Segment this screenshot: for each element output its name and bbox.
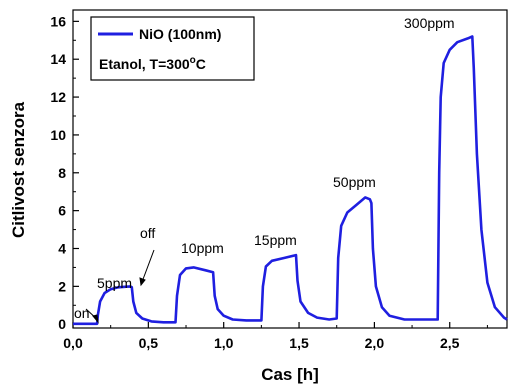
annotation-10ppm: 10ppm (181, 240, 224, 256)
on-arrowhead (92, 314, 99, 324)
y-tick-label: 4 (58, 241, 66, 257)
y-axis-label: Citlivost senzora (9, 101, 28, 238)
x-axis-ticks: 0,0 0,5 1,0 1,5 2,0 2,5 (63, 322, 488, 351)
x-axis-label: Cas [h] (261, 365, 319, 384)
y-axis-ticks: 0 2 4 6 8 10 12 14 16 (50, 13, 79, 332)
y-tick-label: 16 (50, 13, 66, 29)
y-tick-label: 10 (50, 127, 66, 143)
annotation-300ppm: 300ppm (404, 15, 455, 31)
plot-frame (72, 9, 508, 329)
annotation-50ppm: 50ppm (333, 174, 376, 190)
legend-box (90, 16, 255, 81)
y-tick-label: 2 (58, 278, 66, 294)
y-tick-label: 8 (58, 165, 66, 181)
legend: NiO (100nm) Etanol, T=300oC (90, 16, 255, 81)
off-arrow (141, 249, 155, 283)
legend-condition: Etanol, T=300oC (99, 55, 206, 72)
x-tick-label: 2,5 (440, 335, 460, 351)
off-arrowhead (139, 277, 146, 287)
x-tick-label: 1,0 (214, 335, 234, 351)
annotation-15ppm: 15ppm (254, 232, 297, 248)
x-tick-label: 0,0 (63, 335, 83, 351)
annotation-on: on (74, 305, 90, 321)
series-line-nio (73, 35, 508, 326)
y-tick-label: 12 (50, 89, 66, 105)
y-tick-label: 6 (58, 203, 66, 219)
legend-condition-prefix: Etanol, T=300 (99, 56, 190, 72)
legend-condition-superscript: o (190, 55, 196, 66)
x-tick-label: 2,0 (365, 335, 385, 351)
annotation-arrows (85, 249, 155, 324)
y-tick-label: 0 (58, 316, 66, 332)
y-tick-label: 14 (50, 51, 66, 67)
legend-condition-suffix: C (196, 56, 206, 72)
x-tick-label: 0,5 (139, 335, 159, 351)
x-tick-label: 1,5 (289, 335, 309, 351)
annotation-5ppm: 5ppm (97, 275, 132, 291)
legend-series-label: NiO (100nm) (139, 26, 221, 42)
annotation-off: off (140, 225, 155, 241)
